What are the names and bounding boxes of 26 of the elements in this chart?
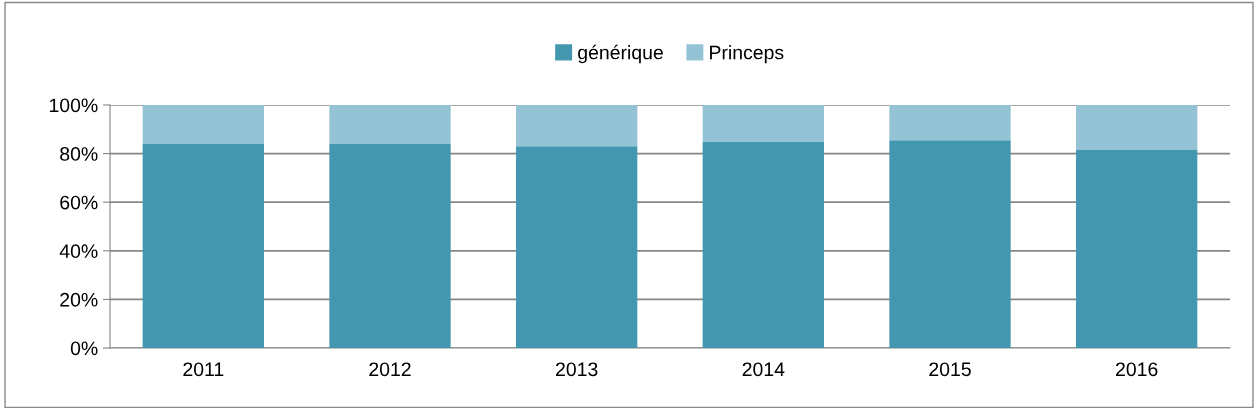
bar bbox=[329, 105, 451, 144]
bar bbox=[142, 143, 264, 348]
x-tick-label: 2016 bbox=[1116, 362, 1158, 377]
x-tick-label: 2012 bbox=[369, 362, 411, 377]
x-tick-label: 2014 bbox=[742, 362, 785, 377]
bar bbox=[889, 140, 1011, 348]
bar bbox=[702, 105, 824, 142]
bar bbox=[702, 141, 824, 348]
legend-label: Princeps bbox=[710, 45, 784, 64]
y-tick-label: 100% bbox=[49, 98, 98, 113]
y-tick-label: 20% bbox=[60, 292, 98, 307]
x-tick-label: 2011 bbox=[183, 362, 224, 377]
y-tick-label: 80% bbox=[60, 147, 98, 161]
bar bbox=[329, 143, 451, 348]
bar bbox=[1076, 149, 1198, 348]
y-tick-label: 0% bbox=[70, 341, 98, 356]
legend-label: générique bbox=[578, 44, 663, 64]
y-tick-label: 40% bbox=[59, 244, 98, 259]
y-tick-label: 60% bbox=[60, 195, 98, 210]
x-tick-label: 2013 bbox=[556, 362, 598, 377]
x-tick-label: 2015 bbox=[929, 362, 971, 377]
bar bbox=[516, 105, 638, 147]
bar bbox=[1076, 105, 1198, 150]
bar bbox=[516, 146, 638, 348]
bar bbox=[889, 105, 1011, 141]
bar bbox=[142, 105, 264, 144]
